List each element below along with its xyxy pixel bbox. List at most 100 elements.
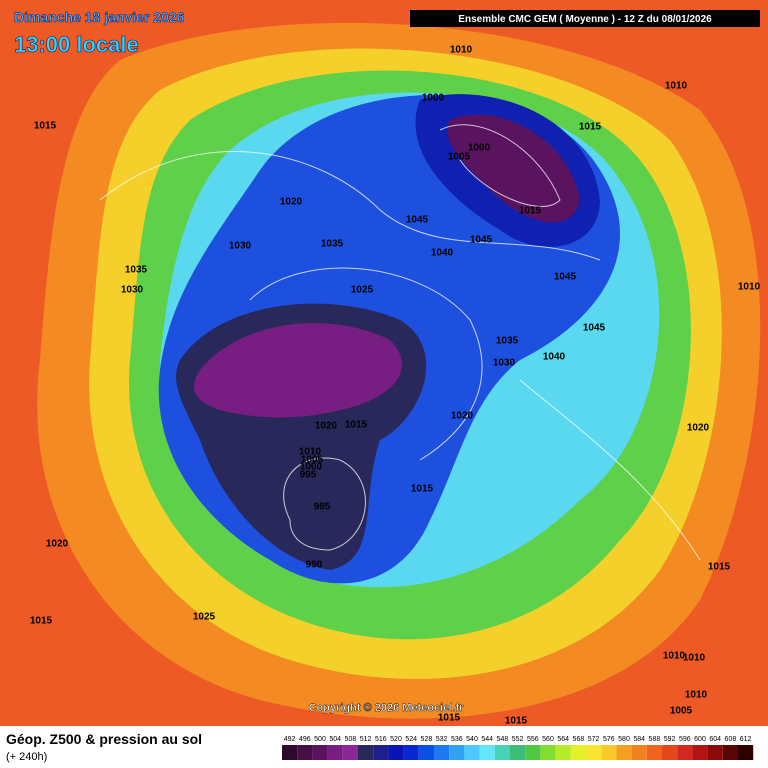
legend-swatch	[646, 745, 662, 760]
legend-label: 536	[451, 736, 463, 743]
isobar	[99, 150, 601, 261]
legend-label: 492	[284, 736, 296, 743]
time-label: 13:00 locale	[14, 32, 139, 57]
legend-swatch	[297, 745, 313, 760]
isobar-label: 1010	[299, 447, 322, 458]
isobar-label: 1010	[738, 282, 761, 293]
legend-swatch	[464, 745, 480, 760]
isobar-label: 1045	[583, 323, 606, 334]
legend-swatch	[373, 745, 389, 760]
legend-swatch	[601, 745, 617, 760]
isobar-label: 1010	[663, 651, 686, 662]
legend-label: 516	[375, 736, 387, 743]
isobar-label: 1010	[665, 81, 688, 92]
isobar-label: 1020	[280, 197, 303, 208]
legend-swatch	[510, 745, 526, 760]
isobar-label: 1030	[229, 241, 252, 252]
legend-label: 584	[633, 736, 645, 743]
legend-label: 588	[649, 736, 661, 743]
legend-swatch	[738, 745, 754, 760]
isobar	[283, 457, 366, 551]
isobar-label: 1045	[406, 215, 429, 226]
legend-swatch	[540, 745, 556, 760]
legend-label: 540	[466, 736, 478, 743]
legend-swatch	[722, 745, 738, 760]
legend-label: 544	[481, 736, 493, 743]
legend-swatch	[525, 745, 541, 760]
legend-label: 504	[329, 736, 341, 743]
isobar-label: 1035	[125, 265, 148, 276]
legend-swatch	[677, 745, 693, 760]
isobar-label: 1030	[493, 358, 516, 369]
legend-label: 604	[709, 736, 721, 743]
isobar-label: 990	[306, 560, 323, 571]
copyright: Copyright © 2026 Meteociel.fr	[309, 702, 465, 714]
model-label: Ensemble CMC GEM ( Moyenne ) - 12 Z du 0…	[458, 14, 712, 25]
legend-label: 524	[405, 736, 417, 743]
legend-swatch	[707, 745, 723, 760]
isobar-label: 1010	[450, 45, 473, 56]
isobar-label: 985	[314, 502, 331, 513]
legend-label: 608	[725, 736, 737, 743]
isobar-label: 1000	[300, 462, 323, 473]
legend-swatch	[479, 745, 495, 760]
legend-swatch	[662, 745, 678, 760]
isobar-label: 1035	[496, 336, 519, 347]
legend-label: 548	[497, 736, 509, 743]
isobar-label: 1015	[519, 206, 542, 217]
isobar-label: 995	[300, 470, 317, 481]
isobar-label: 1040	[431, 248, 454, 259]
isobar-label: 1010	[683, 653, 706, 664]
legend-label: 496	[299, 736, 311, 743]
color-legend: 492 496 500 504 508 512 516 520 524 528 532 536 540 5…	[282, 736, 754, 760]
legend-swatch	[358, 745, 374, 760]
legend-swatch	[616, 745, 632, 760]
isobar-label: 1025	[193, 612, 216, 623]
legend-swatch	[570, 745, 586, 760]
legend-swatch	[692, 745, 708, 760]
legend-label: 500	[314, 736, 326, 743]
isobar-label: 1015	[30, 616, 53, 627]
product-label: Géop. Z500 & pression au sol	[6, 731, 202, 747]
zone-purple	[447, 114, 580, 223]
isobar-label: 1020	[451, 411, 474, 422]
legend-swatch	[327, 745, 343, 760]
legend-label: 552	[512, 736, 524, 743]
legend-swatch	[403, 745, 419, 760]
model-box	[410, 10, 760, 27]
isobar-label: 1000	[422, 93, 445, 104]
isobar-label: 1000	[468, 143, 491, 154]
isobar-label: 1020	[46, 539, 69, 550]
legend-label: 568	[573, 736, 585, 743]
isobar-label: 1005	[448, 152, 471, 163]
isobar	[439, 124, 561, 207]
isobar	[249, 267, 483, 461]
isobar-label: 1020	[315, 421, 338, 432]
date-label: Dimanche 18 janvier 2026	[14, 9, 185, 25]
isobar-label: 1015	[579, 122, 602, 133]
legend-label: 576	[603, 736, 615, 743]
zone-violet	[194, 323, 402, 418]
legend-swatch	[449, 745, 465, 760]
isobar-label: 1015	[345, 420, 368, 431]
isobar-label: 1025	[351, 285, 374, 296]
legend-swatch	[494, 745, 510, 760]
isobar-label: 1005	[670, 706, 693, 717]
legend-swatch	[586, 745, 602, 760]
isobar-label: 1010	[685, 690, 708, 701]
legend-swatch	[631, 745, 647, 760]
isobar-label: 1035	[321, 239, 344, 250]
legend-label: 560	[542, 736, 554, 743]
isobar-label: 1030	[121, 285, 144, 296]
isobar-labels: 1010101010001015100010051015102010151045…	[30, 45, 761, 727]
legend-swatch	[282, 745, 298, 760]
legend-label: 532	[436, 736, 448, 743]
legend-swatch	[312, 745, 328, 760]
legend-label: 564	[557, 736, 569, 743]
legend-label: 508	[345, 736, 357, 743]
isobar-label: 1045	[470, 235, 493, 246]
isobar-label: 1015	[505, 716, 528, 727]
legend-label: 596	[679, 736, 691, 743]
legend-label: 512	[360, 736, 372, 743]
